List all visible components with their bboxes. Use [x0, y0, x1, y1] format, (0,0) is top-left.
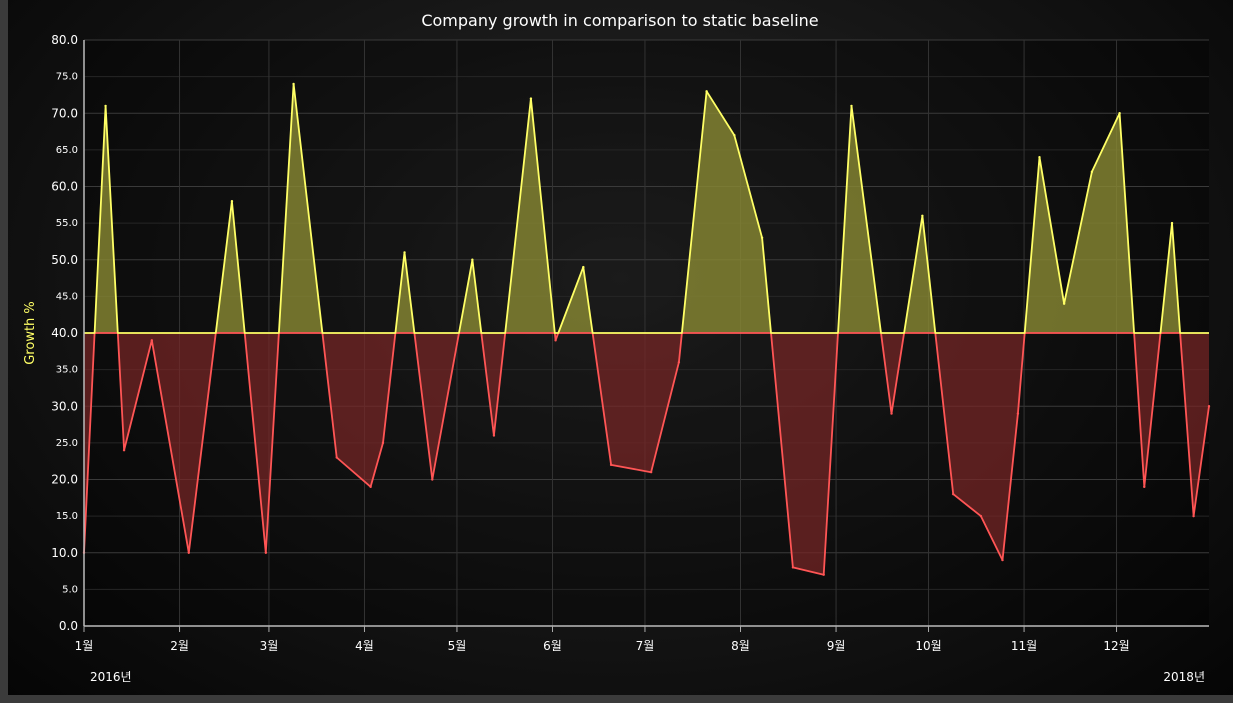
y-tick-label-minor: 35.0 — [56, 365, 78, 376]
data-point — [951, 492, 955, 496]
x-tick-label: 5월 — [448, 639, 467, 653]
x-tick-label: 6월 — [543, 639, 562, 653]
y-tick-label: 60.0 — [51, 180, 78, 194]
data-point — [822, 573, 825, 576]
growth-chart: Company growth in comparison to static b… — [23, 11, 1211, 684]
data-point — [369, 485, 372, 489]
y-tick-label-minor: 55.0 — [56, 218, 78, 229]
data-point — [554, 339, 557, 342]
data-point — [1118, 112, 1121, 115]
data-point — [230, 199, 234, 203]
data-point — [1016, 412, 1020, 415]
x-tick-label: 12월 — [1103, 639, 1129, 653]
data-lines — [82, 82, 1211, 576]
data-point — [1192, 514, 1195, 518]
data-point — [705, 90, 708, 93]
data-point — [890, 412, 893, 415]
y-tick-label: 50.0 — [51, 253, 78, 267]
data-point — [381, 441, 385, 445]
data-point — [1143, 485, 1146, 489]
y-tick-label-minor: 15.0 — [56, 511, 78, 522]
data-point — [582, 265, 585, 269]
y-tick-label: 0.0 — [59, 619, 78, 633]
data-point — [529, 97, 533, 100]
data-point — [979, 514, 983, 518]
chart-title: Company growth in comparison to static b… — [421, 11, 818, 30]
y-axis-ticks: 0.0 10.0 20.0 30.0 40.0 50.0 60.0 70.0 80.0 5.0 15… — [51, 33, 78, 633]
y-tick-label-minor: 75.0 — [56, 72, 78, 83]
x-tick-label: 4월 — [355, 639, 374, 653]
y-tick-label: 10.0 — [51, 546, 78, 560]
data-point — [791, 566, 795, 569]
data-point — [760, 236, 764, 239]
axes — [83, 40, 1209, 627]
data-point — [733, 134, 736, 137]
y-axis-label: Growth % — [23, 301, 38, 365]
chart-frame: Company growth in comparison to static b… — [8, 0, 1233, 695]
data-point — [492, 434, 496, 437]
below-baseline-area — [84, 333, 1209, 575]
x-tick-label: 1월 — [75, 639, 94, 653]
data-point — [921, 214, 924, 217]
data-point — [677, 361, 681, 364]
data-point — [150, 339, 154, 342]
x-tick-label: 2월 — [170, 639, 189, 653]
data-point — [1001, 558, 1004, 562]
x-tick-label: 10월 — [915, 639, 941, 653]
data-point — [403, 251, 406, 254]
x-start-year-label: 2016년 — [90, 670, 132, 684]
y-tick-label: 30.0 — [51, 399, 78, 413]
data-point — [104, 104, 107, 108]
x-tick-label: 11월 — [1011, 639, 1037, 653]
data-point — [264, 551, 268, 554]
y-tick-label-minor: 5.0 — [62, 584, 78, 595]
x-tick-label: 3월 — [260, 639, 279, 653]
data-point — [335, 456, 338, 459]
data-point — [187, 551, 190, 554]
data-point — [1090, 170, 1094, 174]
y-tick-label-minor: 45.0 — [56, 291, 78, 302]
data-point — [1038, 156, 1041, 159]
y-tick-label-minor: 65.0 — [56, 145, 78, 156]
x-tick-label: 9월 — [827, 639, 846, 653]
y-tick-label-minor: 25.0 — [56, 438, 78, 449]
data-point — [649, 470, 653, 474]
y-tick-label: 20.0 — [51, 473, 78, 487]
data-point — [609, 463, 613, 467]
x-axis-ticks: 1월 2월 3월 4월 5월 6월 7월 8월 9월 10월 11월 12월 — [75, 626, 1130, 653]
x-tick-label: 7월 — [636, 639, 655, 653]
y-tick-label: 80.0 — [51, 33, 78, 47]
data-point — [1207, 405, 1211, 408]
x-end-year-label: 2018년 — [1163, 670, 1205, 684]
x-tick-label: 8월 — [731, 639, 750, 653]
data-point — [1170, 221, 1174, 225]
y-tick-label: 40.0 — [51, 326, 78, 340]
y-tick-label: 70.0 — [51, 106, 78, 120]
data-point — [471, 258, 474, 261]
data-point — [122, 449, 126, 452]
data-point — [850, 104, 853, 108]
data-point — [1062, 302, 1066, 305]
data-point — [431, 478, 434, 481]
above-baseline-line — [84, 83, 1209, 334]
data-point — [292, 82, 295, 86]
